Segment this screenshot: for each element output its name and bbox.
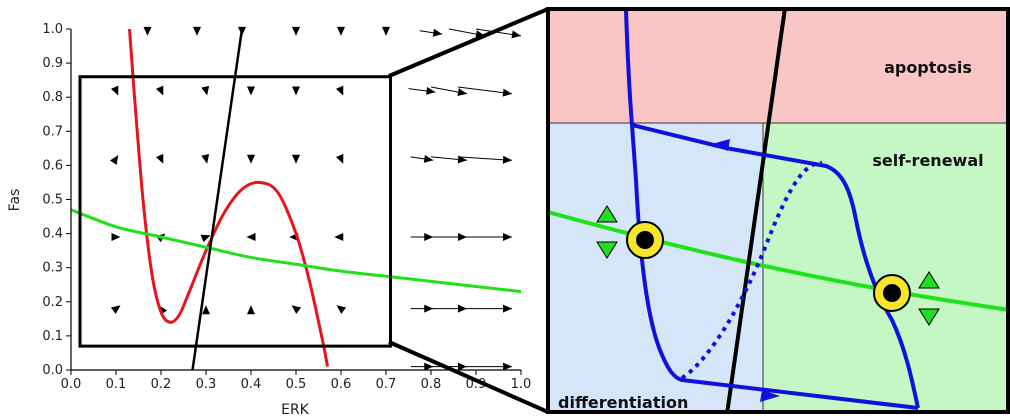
up-arrow-icon (918, 271, 940, 289)
vector-arrow (193, 26, 201, 36)
vector-arrow (246, 233, 256, 242)
vector-arrow (247, 305, 255, 315)
zoomed-frame (546, 7, 1010, 414)
zoom-connector-bottom (388, 340, 549, 414)
down-arrow-icon (918, 308, 940, 326)
x-tick-label: 0.3 (196, 377, 217, 392)
vector-arrow (111, 233, 121, 242)
vector-arrow (458, 362, 512, 371)
y-tick-label: 0.4 (42, 227, 63, 242)
vector-arrow (408, 86, 436, 95)
y-tick-label: 0.3 (42, 261, 63, 276)
apoptosis-label: apoptosis (884, 58, 972, 77)
unstable-branch (680, 161, 823, 380)
vector-arrow (292, 86, 300, 96)
vector-arrow (334, 233, 344, 242)
vector-arrow (335, 153, 344, 164)
black-nullcline (725, 9, 787, 412)
vector-field (109, 26, 522, 371)
black-nullcline (191, 29, 244, 370)
vector-arrow (291, 305, 302, 314)
x-tick-label: 0.4 (241, 377, 262, 392)
y-tick-label: 0.9 (42, 56, 63, 71)
x-tick-label: 0.0 (61, 377, 82, 392)
vector-arrow (382, 26, 390, 36)
axes: 0.0 0.1 0.2 0.3 0.4 0.5 0.6 0.7 0.8 0.9 1.0 0.0 0.1 0… (42, 22, 531, 392)
y-tick-label: 0.7 (42, 124, 63, 139)
zoomed-schematic: apoptosis self-renewal differentiation (546, 7, 1010, 414)
vector-arrow (430, 86, 468, 97)
green-nullcline (548, 210, 1008, 312)
vector-arrow (410, 154, 434, 163)
y-tick-label: 0.6 (42, 158, 63, 173)
x-axis-label: ERK (281, 402, 310, 418)
differentiation-region (548, 123, 763, 412)
vector-arrow (475, 28, 522, 39)
y-tick-label: 1.0 (42, 22, 63, 37)
red-nullcline (128, 29, 329, 367)
vector-arrow (200, 234, 211, 243)
vector-arrow (201, 154, 210, 164)
trajectory-arrow-left (712, 139, 730, 151)
y-tick-label: 0.2 (42, 295, 63, 310)
zoom-box (78, 75, 392, 348)
y-tick-label: 0.1 (42, 329, 63, 344)
up-arrow-icon (596, 205, 618, 223)
vector-arrow (410, 233, 434, 242)
vector-arrow (419, 28, 443, 37)
x-tick-label: 0.2 (151, 377, 172, 392)
x-tick-label: 1.0 (511, 377, 532, 392)
vector-arrow (457, 86, 513, 97)
down-arrow-icon (596, 241, 618, 259)
vector-arrow (292, 154, 300, 164)
x-tick-label: 0.6 (331, 377, 352, 392)
y-tick-label: 0.5 (42, 193, 63, 208)
green-nullcline (71, 208, 521, 294)
vector-arrow (247, 154, 255, 164)
nullclines (71, 29, 521, 370)
trajectory-curve (624, 9, 920, 410)
vector-arrow (410, 304, 434, 313)
vector-arrow (201, 85, 210, 96)
stable-state-right (873, 274, 911, 312)
vector-arrow (247, 86, 255, 96)
y-tick-label: 0.0 (42, 363, 63, 378)
vector-arrow (155, 85, 164, 96)
x-tick-label: 0.7 (376, 377, 397, 392)
stable-state-left (626, 221, 664, 259)
vector-arrow (410, 362, 434, 371)
vector-arrow (458, 233, 512, 242)
phase-plane-plot: 0.0 0.1 0.2 0.3 0.4 0.5 0.6 0.7 0.8 0.9 1.0 0.0 0.1 0… (7, 22, 531, 418)
differentiation-label: differentiation (558, 393, 688, 412)
vector-arrow (109, 155, 119, 165)
vector-arrow (458, 304, 512, 313)
vector-arrow (110, 85, 119, 96)
vector-arrow (155, 153, 164, 164)
vector-arrow (335, 85, 344, 96)
x-tick-label: 0.8 (421, 377, 442, 392)
self-renewal-label: self-renewal (872, 151, 983, 170)
self-renewal-region (763, 123, 1008, 412)
vector-arrow (110, 305, 121, 314)
x-tick-label: 0.5 (286, 377, 307, 392)
vector-arrow (143, 26, 152, 36)
vector-arrow (202, 305, 210, 315)
trajectory-arrow-right (760, 390, 780, 402)
x-tick-label: 0.1 (106, 377, 127, 392)
vector-arrow (336, 305, 347, 314)
vector-arrow (457, 155, 513, 164)
y-tick-label: 0.8 (42, 90, 63, 105)
vector-arrow (337, 26, 345, 36)
vector-arrow (292, 26, 300, 36)
zoom-connector-top (388, 7, 549, 78)
y-axis-label: Fas (7, 189, 23, 212)
